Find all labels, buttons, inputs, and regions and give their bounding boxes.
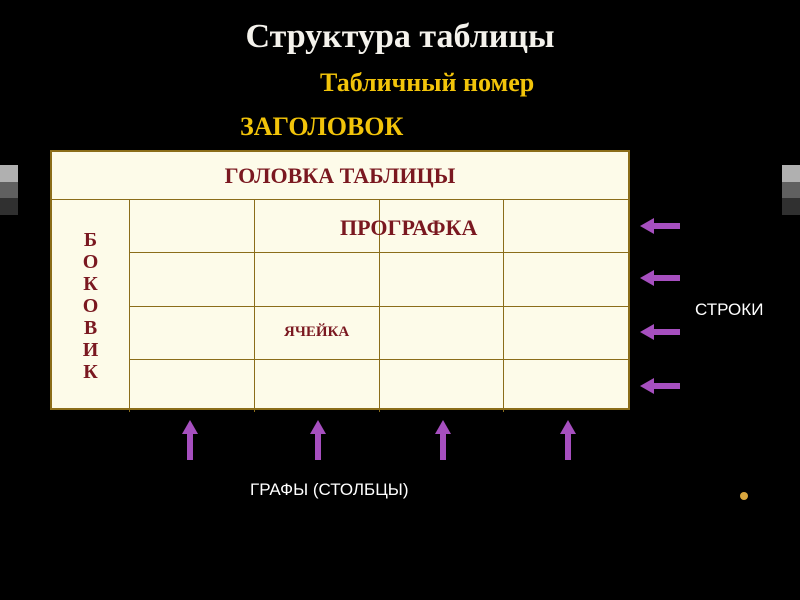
columns-annotation: ГРАФЫ (СТОЛБЦЫ): [250, 480, 409, 500]
side-letter: Б: [84, 229, 97, 251]
side-letter: И: [83, 339, 99, 361]
table-header: ГОЛОВКА ТАБЛИЦЫ: [52, 152, 628, 200]
table-cell: [255, 360, 380, 412]
row-arrow-icon: [640, 324, 680, 340]
zagolovok-label: ЗАГОЛОВОК: [240, 112, 403, 142]
side-letter: К: [83, 361, 98, 383]
table-row: [130, 360, 628, 412]
table-cell: [504, 307, 628, 359]
side-column: БОКОВИК: [52, 200, 130, 412]
page-title: Структура таблицы: [0, 0, 800, 56]
left-edge-decoration: [0, 165, 18, 215]
column-arrow-icon: [310, 420, 326, 460]
grid-area: ПРОГРАФКА ЯЧЕЙКА: [130, 200, 628, 412]
prografka-label: ПРОГРАФКА: [340, 215, 477, 241]
table-cell: [130, 360, 255, 412]
column-arrow-icon: [182, 420, 198, 460]
row-arrow-icon: [640, 378, 680, 394]
table-cell: [130, 307, 255, 359]
table-cell: [504, 253, 628, 305]
column-arrow-icon: [560, 420, 576, 460]
table-cell: [130, 253, 255, 305]
right-edge-decoration: [782, 165, 800, 215]
table-cell: [504, 360, 628, 412]
table-structure: ГОЛОВКА ТАБЛИЦЫ БОКОВИК ПРОГРАФКА ЯЧЕЙКА: [50, 150, 630, 410]
table-body: БОКОВИК ПРОГРАФКА ЯЧЕЙКА: [52, 200, 628, 412]
table-cell: [380, 360, 505, 412]
side-letter: О: [83, 251, 99, 273]
table-cell: [380, 253, 505, 305]
side-letter: К: [83, 273, 98, 295]
yacheyka-cell: ЯЧЕЙКА: [255, 307, 380, 359]
table-cell: [504, 200, 628, 252]
table-cell: [255, 253, 380, 305]
rows-annotation: СТРОКИ: [695, 300, 763, 320]
decorative-dot: [740, 492, 748, 500]
table-cell: [130, 200, 255, 252]
row-arrow-icon: [640, 270, 680, 286]
side-letter: В: [84, 317, 97, 339]
side-letter: О: [83, 295, 99, 317]
row-arrow-icon: [640, 218, 680, 234]
column-arrow-icon: [435, 420, 451, 460]
table-row: [130, 253, 628, 306]
table-number-label: Табличный номер: [320, 68, 534, 98]
table-cell: [380, 307, 505, 359]
table-row: ЯЧЕЙКА: [130, 307, 628, 360]
